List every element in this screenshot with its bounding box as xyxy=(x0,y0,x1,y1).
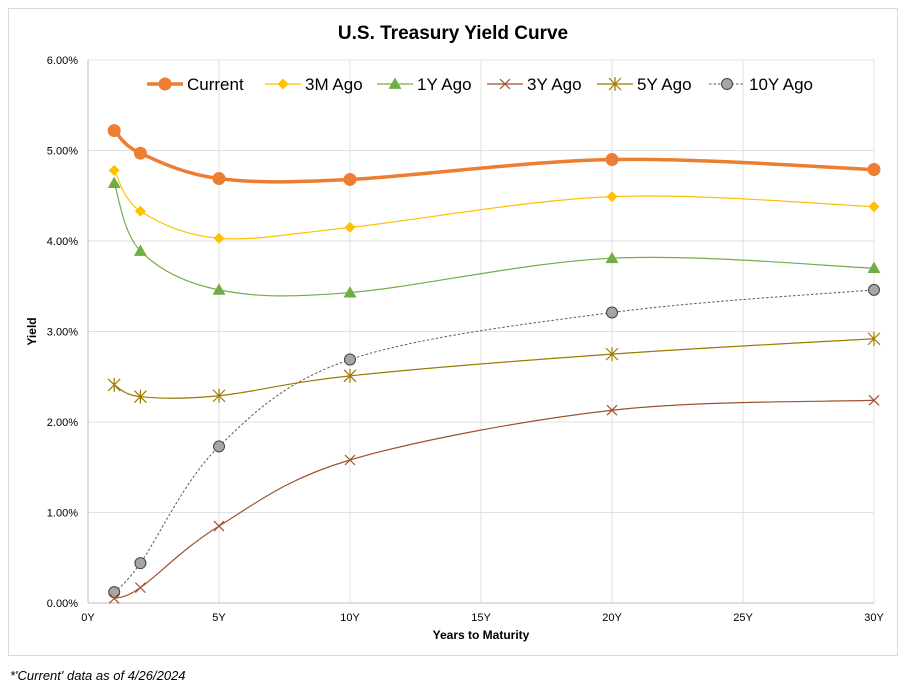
y-tick-label: 2.00% xyxy=(47,417,78,429)
series-5y-ago xyxy=(107,331,881,404)
legend-label-1y-ago: 1Y Ago xyxy=(417,75,472,94)
x-tick-label: 20Y xyxy=(602,612,622,624)
x-tick-label: 25Y xyxy=(733,612,753,624)
y-tick-label: 1.00% xyxy=(47,508,78,520)
data-point-3m-ago xyxy=(134,205,146,217)
data-point-3y-ago xyxy=(134,582,146,594)
data-point-current xyxy=(867,163,881,177)
data-point-3m-ago xyxy=(213,232,225,244)
data-point-3y-ago xyxy=(344,454,356,466)
legend-marker-current xyxy=(158,77,172,91)
legend-item-10y-ago: 10Y Ago xyxy=(709,75,813,94)
data-point-5y-ago xyxy=(133,389,147,404)
legend-marker-3y-ago xyxy=(499,78,511,90)
x-tick-label: 0Y xyxy=(81,612,95,624)
data-point-current xyxy=(107,124,121,138)
data-point-1y-ago xyxy=(107,176,121,188)
data-point-3m-ago xyxy=(344,221,356,233)
chart-frame: U.S. Treasury Yield Curve 0.00% 1.00% 2.00%… xyxy=(8,8,898,656)
data-point-10y-ago xyxy=(868,283,880,296)
footnote: *'Current' data as of 4/26/2024 xyxy=(10,668,186,683)
chart-title: U.S. Treasury Yield Curve xyxy=(338,23,568,44)
legend-item-1y-ago: 1Y Ago xyxy=(377,75,472,94)
series-line-3y-ago xyxy=(113,399,875,600)
data-point-3m-ago xyxy=(868,201,880,213)
data-point-1y-ago xyxy=(133,244,147,256)
y-axis-title: Yield xyxy=(25,317,39,345)
data-point-3m-ago xyxy=(606,191,618,203)
data-point-1y-ago xyxy=(867,261,881,274)
data-point-10y-ago xyxy=(213,440,225,453)
legend-marker-1y-ago xyxy=(388,77,402,89)
legend-item-5y-ago: 5Y Ago xyxy=(597,75,692,94)
legend-label-3m-ago: 3M Ago xyxy=(305,75,363,94)
x-tick-label: 15Y xyxy=(471,612,491,624)
legend-item-current: Current xyxy=(147,75,244,94)
data-point-5y-ago xyxy=(605,347,619,362)
legend-item-3y-ago: 3Y Ago xyxy=(487,75,582,94)
y-tick-label: 0.00% xyxy=(47,598,78,610)
yield-curve-chart: U.S. Treasury Yield Curve 0.00% 1.00% 2.00%… xyxy=(25,23,884,642)
data-point-3y-ago xyxy=(868,394,880,406)
legend: Current 3M Ago 1Y Ago 3Y Ago 5Y Ago 10Y Ago xyxy=(147,75,813,94)
series-3y-ago xyxy=(108,394,880,604)
legend-item-3m-ago: 3M Ago xyxy=(265,75,363,94)
x-axis-title: Years to Maturity xyxy=(433,628,530,642)
data-point-5y-ago xyxy=(343,368,357,383)
y-tick-label: 3.00% xyxy=(47,327,78,339)
data-point-3y-ago xyxy=(606,404,618,416)
series-line-current xyxy=(112,129,875,184)
data-point-3y-ago xyxy=(108,593,120,604)
legend-label-5y-ago: 5Y Ago xyxy=(637,75,692,94)
data-point-current xyxy=(343,172,357,186)
data-point-current xyxy=(605,153,619,167)
legend-label-current: Current xyxy=(187,75,244,94)
data-point-current xyxy=(133,146,147,160)
y-tick-label: 4.00% xyxy=(47,236,78,248)
legend-marker-3m-ago xyxy=(277,78,289,90)
x-tick-label: 10Y xyxy=(340,612,360,624)
x-tick-label: 5Y xyxy=(212,612,226,624)
data-point-5y-ago xyxy=(867,331,881,346)
data-point-1y-ago xyxy=(343,286,357,298)
data-point-5y-ago xyxy=(212,388,226,403)
series-current xyxy=(107,124,881,186)
series-1y-ago xyxy=(107,176,881,298)
series-3m-ago xyxy=(108,164,880,244)
series-line-5y-ago xyxy=(113,338,875,399)
data-point-10y-ago xyxy=(134,557,147,570)
legend-marker-10y-ago xyxy=(721,78,733,90)
legend-marker-5y-ago xyxy=(608,77,622,91)
data-point-10y-ago xyxy=(606,306,618,319)
data-point-1y-ago xyxy=(212,283,226,295)
legend-label-3y-ago: 3Y Ago xyxy=(527,75,582,94)
y-tick-label: 6.00% xyxy=(47,55,78,67)
y-tick-label: 5.00% xyxy=(47,146,78,158)
data-point-10y-ago xyxy=(344,353,356,366)
data-point-3y-ago xyxy=(213,520,225,532)
legend-label-10y-ago: 10Y Ago xyxy=(749,75,813,94)
series-line-10y-ago xyxy=(113,289,875,593)
data-point-1y-ago xyxy=(605,251,619,264)
data-point-current xyxy=(212,172,226,186)
data-point-5y-ago xyxy=(107,377,121,392)
x-tick-label: 30Y xyxy=(864,612,884,624)
data-point-3m-ago xyxy=(108,164,120,176)
data-point-10y-ago xyxy=(108,586,121,599)
